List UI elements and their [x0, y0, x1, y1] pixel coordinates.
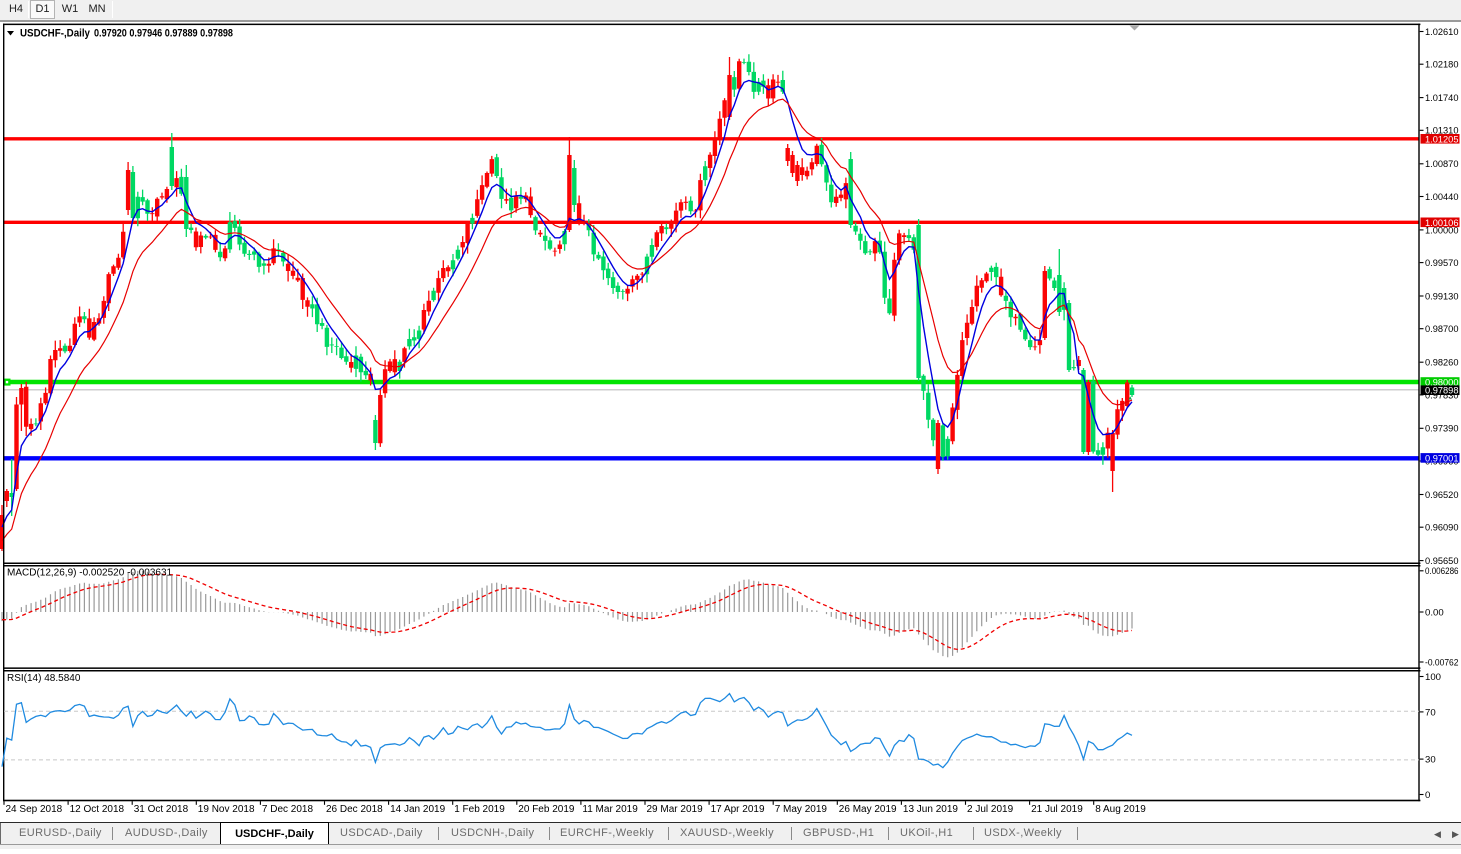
svg-text:0.97001: 0.97001: [1425, 453, 1459, 464]
svg-text:MACD(12,26,9) -0.002520 -0.003: MACD(12,26,9) -0.002520 -0.003631: [7, 568, 173, 579]
svg-text:1.00440: 1.00440: [1425, 192, 1459, 203]
svg-text:21 Jul 2019: 21 Jul 2019: [1031, 804, 1083, 815]
svg-text:RSI(14) 48.5840: RSI(14) 48.5840: [7, 673, 81, 684]
svg-text:19 Nov 2018: 19 Nov 2018: [198, 804, 255, 815]
svg-text:0.97390: 0.97390: [1425, 424, 1459, 435]
svg-text:0.97898: 0.97898: [1425, 386, 1459, 397]
svg-text:USDCHF-,Daily: USDCHF-,Daily: [20, 28, 90, 40]
svg-text:100: 100: [1425, 672, 1441, 683]
svg-text:0.99570: 0.99570: [1425, 258, 1459, 269]
svg-text:0.006286: 0.006286: [1425, 566, 1459, 577]
svg-text:13 Jun 2019: 13 Jun 2019: [903, 804, 958, 815]
svg-text:20 Feb 2019: 20 Feb 2019: [518, 804, 575, 815]
svg-text:31 Oct 2018: 31 Oct 2018: [134, 804, 189, 815]
svg-text:29 Mar 2019: 29 Mar 2019: [647, 804, 704, 815]
svg-text:30: 30: [1425, 755, 1436, 766]
svg-text:1.00000: 1.00000: [1425, 225, 1459, 236]
svg-text:1.01740: 1.01740: [1425, 93, 1459, 104]
svg-text:1.01310: 1.01310: [1425, 126, 1459, 137]
svg-text:1.01205: 1.01205: [1425, 134, 1459, 145]
svg-text:0.97920 0.97946 0.97889 0.9789: 0.97920 0.97946 0.97889 0.97898: [94, 28, 233, 40]
svg-text:14 Jan 2019: 14 Jan 2019: [390, 804, 445, 815]
svg-text:26 Dec 2018: 26 Dec 2018: [326, 804, 383, 815]
svg-text:7 May 2019: 7 May 2019: [775, 804, 828, 815]
svg-text:8 Aug 2019: 8 Aug 2019: [1095, 804, 1146, 815]
svg-text:1.00106: 1.00106: [1425, 218, 1459, 229]
svg-text:0: 0: [1425, 790, 1430, 801]
svg-text:11 Mar 2019: 11 Mar 2019: [582, 804, 638, 815]
svg-text:0.95650: 0.95650: [1425, 556, 1459, 567]
svg-text:0.00: 0.00: [1425, 607, 1444, 618]
svg-text:7 Dec 2018: 7 Dec 2018: [262, 804, 314, 815]
svg-text:17 Apr 2019: 17 Apr 2019: [711, 804, 765, 815]
svg-text:1.02610: 1.02610: [1425, 27, 1459, 38]
svg-text:2 Jul 2019: 2 Jul 2019: [967, 804, 1014, 815]
svg-text:26 May 2019: 26 May 2019: [839, 804, 897, 815]
svg-text:1.02180: 1.02180: [1425, 60, 1459, 71]
svg-text:0.99130: 0.99130: [1425, 291, 1459, 302]
svg-text:1.00870: 1.00870: [1425, 159, 1459, 170]
svg-text:0.97830: 0.97830: [1425, 390, 1459, 401]
svg-text:0.98260: 0.98260: [1425, 358, 1459, 369]
svg-text:0.98000: 0.98000: [1425, 378, 1459, 389]
svg-text:24 Sep 2018: 24 Sep 2018: [6, 804, 63, 815]
svg-text:-0.00762: -0.00762: [1425, 657, 1459, 668]
svg-text:0.98700: 0.98700: [1425, 324, 1459, 335]
svg-text:0.96520: 0.96520: [1425, 490, 1459, 501]
svg-text:70: 70: [1425, 707, 1436, 718]
svg-text:1 Feb 2019: 1 Feb 2019: [454, 804, 505, 815]
svg-text:0.96090: 0.96090: [1425, 523, 1459, 534]
svg-text:12 Oct 2018: 12 Oct 2018: [70, 804, 125, 815]
